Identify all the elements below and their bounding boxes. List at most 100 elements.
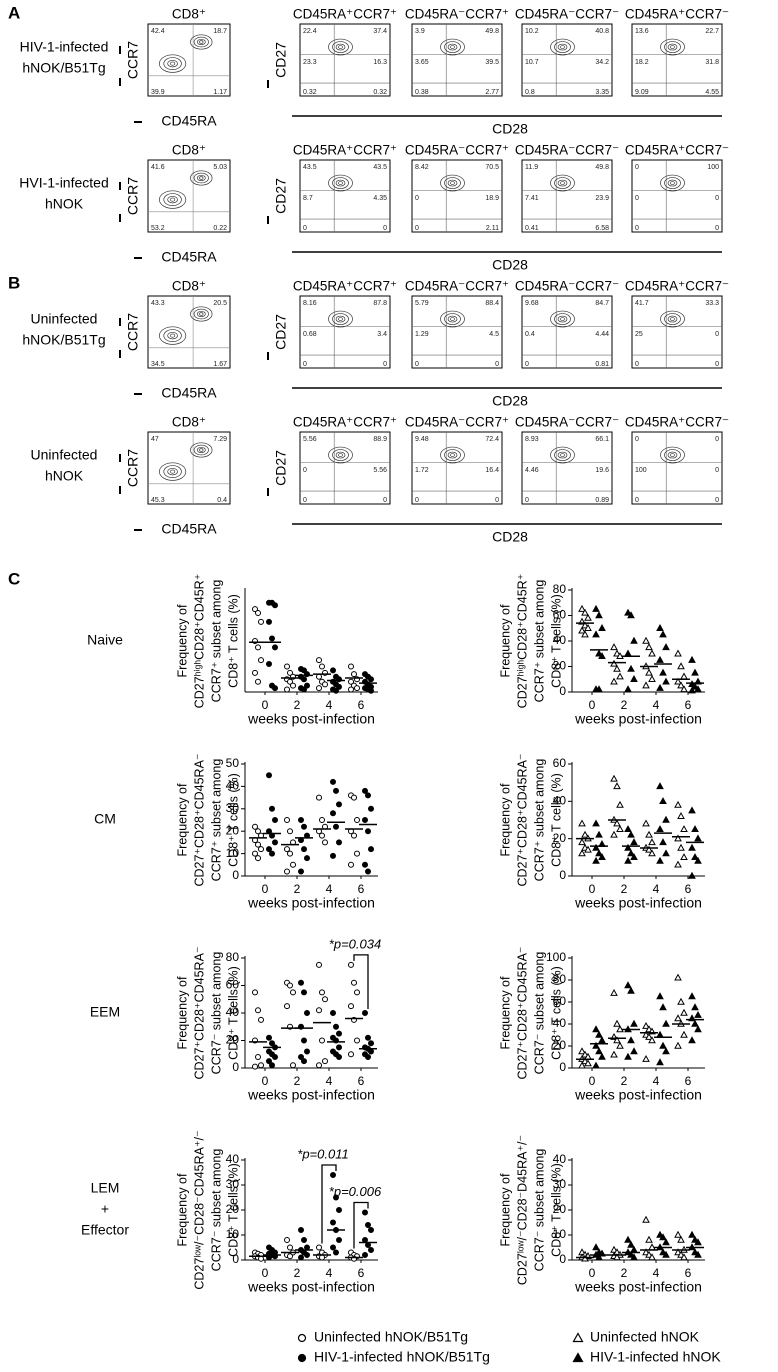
y-axis-label: CCR7⁻ subset among <box>532 952 546 1075</box>
data-point <box>348 686 354 693</box>
y-axis-label: CD8⁺ T cells (%) <box>549 594 563 688</box>
data-point <box>255 841 261 848</box>
data-point <box>322 1058 328 1065</box>
plot-title: CD45RA⁺CCR7⁺ <box>293 279 397 294</box>
axis-label: CD27 <box>273 178 289 214</box>
contour <box>557 451 568 459</box>
row-label: LEM <box>91 1180 120 1196</box>
plot-frame <box>147 431 231 505</box>
quadrant-value: 4.55 <box>705 89 719 96</box>
data-point <box>336 1207 342 1213</box>
data-point <box>351 671 357 678</box>
data-point <box>616 672 624 680</box>
data-point <box>630 675 638 682</box>
y-tick-label: 0 <box>232 1252 239 1266</box>
data-point <box>290 989 296 996</box>
data-point <box>688 686 696 694</box>
quadrant-value: 25 <box>635 331 643 338</box>
data-point <box>266 1058 272 1065</box>
data-point <box>624 649 632 657</box>
data-point <box>610 774 618 782</box>
data-point <box>284 846 290 853</box>
plot-title: CD45RA⁻CCR7⁺ <box>405 7 509 22</box>
data-point <box>648 649 656 657</box>
data-point <box>252 606 258 613</box>
data-point <box>656 1230 664 1238</box>
data-point <box>304 855 310 862</box>
quadrant-value: 18.7 <box>213 28 227 35</box>
data-point <box>680 825 688 833</box>
data-point <box>368 846 374 853</box>
data-point <box>642 1021 650 1029</box>
data-point <box>269 805 275 812</box>
significance-bracket <box>353 1201 369 1249</box>
x-tick-label: 6 <box>358 1074 365 1088</box>
data-point <box>578 1047 586 1055</box>
data-point <box>674 649 682 657</box>
row-label: hNOK/B51Tg <box>22 332 105 348</box>
y-tick-label: 0 <box>232 868 239 882</box>
y-tick-label: 60 <box>553 608 567 622</box>
x-tick-label: 4 <box>653 882 660 896</box>
data-point <box>304 1252 310 1258</box>
quadrant-value: 4.5 <box>489 331 499 338</box>
data-point <box>674 973 682 981</box>
data-point <box>290 682 296 689</box>
quadrant-value: 40.8 <box>595 28 609 35</box>
data-point <box>304 682 310 689</box>
y-axis-label: Frequency of <box>175 604 189 677</box>
plot-title: CD45RA⁻CCR7⁻ <box>515 143 619 158</box>
contour <box>159 190 187 209</box>
data-point <box>613 819 621 827</box>
quadrant-value: 0.32 <box>303 89 317 96</box>
contour <box>670 45 675 49</box>
data-point <box>301 676 307 683</box>
x-tick-label: 6 <box>685 1074 692 1088</box>
axis-label: CD45RA <box>161 113 217 129</box>
data-point <box>674 677 682 685</box>
quadrant-value: 18.2 <box>635 59 649 66</box>
plot-title: CD45RA⁻CCR7⁺ <box>405 143 509 158</box>
plot-title: CD8⁺ <box>172 7 206 22</box>
contour <box>554 449 571 461</box>
contour <box>554 313 571 325</box>
data-point <box>252 850 258 857</box>
data-point <box>592 1041 600 1049</box>
data-point <box>333 1194 339 1201</box>
contour <box>667 315 678 323</box>
quadrant-value: 33.3 <box>705 300 719 307</box>
contour <box>660 310 685 328</box>
quadrant-value: 23.3 <box>303 59 317 66</box>
x-tick-label: 6 <box>685 882 692 896</box>
data-point <box>348 861 354 868</box>
plot-frame <box>631 431 723 505</box>
data-point <box>610 988 618 996</box>
x-tick-label: 4 <box>326 698 333 712</box>
data-point <box>252 1063 258 1070</box>
data-point <box>354 989 360 996</box>
row-label: Uninfected <box>31 447 98 463</box>
data-point <box>578 626 586 634</box>
data-point <box>595 649 603 657</box>
contour <box>557 179 568 187</box>
data-point <box>581 630 589 638</box>
data-point <box>316 685 322 692</box>
y-tick-label: 20 <box>226 1202 240 1216</box>
contour <box>557 315 568 323</box>
y-axis-label: CD27⁺CD28⁺CD45RA⁻ <box>192 946 206 1079</box>
y-axis-label: CD8⁺ T cells (%) <box>549 966 563 1060</box>
contour <box>550 310 575 328</box>
data-point <box>624 981 632 989</box>
contour <box>335 315 346 323</box>
y-axis-label: CD27⁺CD28⁺CD45RA⁻ <box>515 946 529 1079</box>
quadrant-value: 0.38 <box>415 89 429 96</box>
data-point <box>624 608 632 616</box>
data-point <box>316 673 322 680</box>
y-tick-label: 20 <box>226 823 240 837</box>
contour <box>170 469 176 474</box>
axis-label: CD28 <box>492 121 528 137</box>
data-point <box>319 663 325 670</box>
axis-label: CCR7 <box>125 177 141 215</box>
y-tick-label: 40 <box>226 1005 240 1019</box>
data-point <box>691 1235 699 1243</box>
